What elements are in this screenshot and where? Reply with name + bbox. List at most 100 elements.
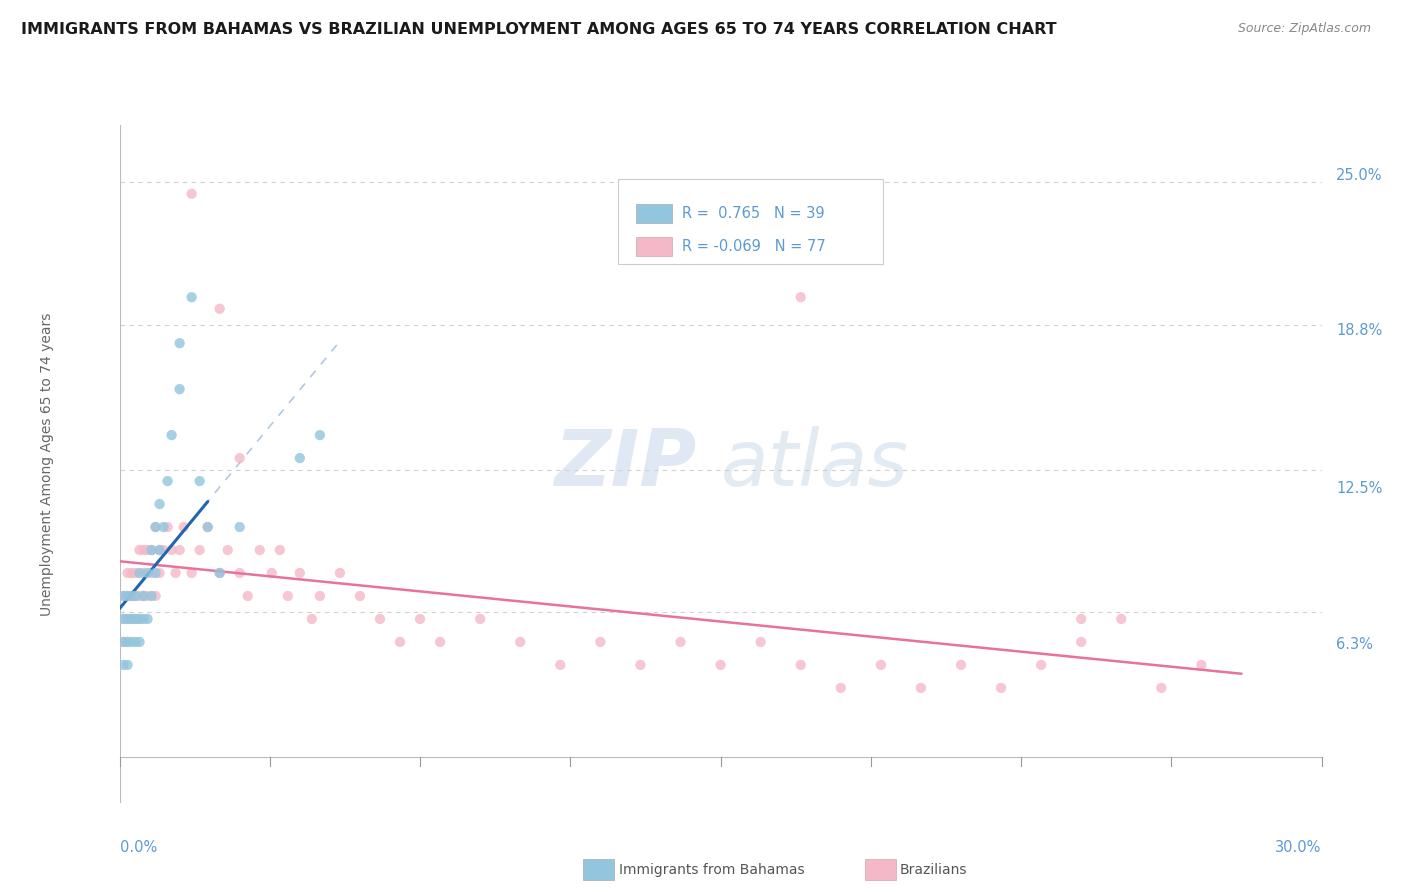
Point (950, 657, 973, 672)
Point (208, 566, 231, 580)
Text: 30.0%: 30.0% (1275, 840, 1322, 855)
FancyBboxPatch shape (619, 179, 883, 264)
Point (509, 635, 531, 649)
Point (141, 589, 163, 603)
Point (208, 566, 231, 580)
Point (128, 635, 150, 649)
Point (121, 635, 143, 649)
Point (124, 566, 146, 580)
Point (141, 543, 163, 558)
Point (180, 186, 202, 201)
Point (117, 589, 139, 603)
Point (169, 336, 191, 351)
Point (197, 520, 219, 534)
Point (124, 612, 146, 626)
Point (790, 290, 813, 304)
Point (180, 566, 202, 580)
Point (124, 589, 146, 603)
Point (197, 520, 219, 534)
Text: 6.3%: 6.3% (1336, 637, 1372, 652)
Text: 0.0%: 0.0% (120, 840, 156, 855)
Point (124, 612, 146, 626)
Point (830, 681, 852, 695)
Text: IMMIGRANTS FROM BAHAMAS VS BRAZILIAN UNEMPLOYMENT AMONG AGES 65 TO 74 YEARS CORR: IMMIGRANTS FROM BAHAMAS VS BRAZILIAN UNE… (21, 22, 1057, 37)
Point (228, 566, 252, 580)
Point (550, 657, 572, 672)
Point (128, 543, 150, 558)
Point (169, 543, 191, 558)
Point (145, 520, 167, 534)
Point (128, 589, 150, 603)
Text: 25.0%: 25.0% (1336, 168, 1382, 183)
Point (117, 657, 139, 672)
Point (409, 612, 432, 626)
FancyBboxPatch shape (637, 237, 672, 256)
Point (121, 612, 143, 626)
Point (117, 566, 139, 580)
Point (669, 635, 692, 649)
Point (269, 543, 291, 558)
Point (228, 451, 252, 466)
Point (112, 589, 135, 603)
Point (869, 657, 893, 672)
Point (145, 589, 167, 603)
Point (1111, 612, 1133, 626)
Point (112, 635, 135, 649)
Point (121, 589, 143, 603)
Point (117, 635, 139, 649)
Point (468, 612, 492, 626)
Point (208, 301, 231, 316)
Point (112, 635, 135, 649)
Point (388, 635, 412, 649)
Point (121, 612, 143, 626)
Text: Immigrants from Bahamas: Immigrants from Bahamas (619, 863, 804, 877)
Text: 18.8%: 18.8% (1336, 323, 1382, 338)
Point (117, 635, 139, 649)
Point (112, 612, 135, 626)
Point (149, 497, 172, 511)
Point (990, 681, 1012, 695)
Point (301, 612, 323, 626)
Point (132, 612, 155, 626)
Point (156, 520, 179, 534)
Point (169, 382, 191, 396)
Point (112, 612, 135, 626)
Text: atlas: atlas (720, 425, 908, 502)
Point (288, 451, 311, 466)
Point (1029, 657, 1052, 672)
Point (149, 566, 172, 580)
Point (236, 589, 259, 603)
Point (160, 428, 183, 442)
Text: R = -0.069   N = 77: R = -0.069 N = 77 (682, 239, 825, 254)
Point (180, 290, 202, 304)
Point (160, 543, 183, 558)
Point (136, 543, 159, 558)
Point (117, 612, 139, 626)
Point (1070, 612, 1092, 626)
Point (117, 612, 139, 626)
Point (1191, 657, 1213, 672)
Text: R =  0.765   N = 39: R = 0.765 N = 39 (682, 206, 825, 221)
Text: Unemployment Among Ages 65 to 74 years: Unemployment Among Ages 65 to 74 years (41, 312, 55, 615)
Text: Source: ZipAtlas.com: Source: ZipAtlas.com (1237, 22, 1371, 36)
Point (188, 474, 211, 488)
Point (152, 520, 174, 534)
Point (630, 657, 652, 672)
Point (136, 612, 159, 626)
Point (329, 566, 352, 580)
Point (132, 589, 155, 603)
Point (128, 612, 150, 626)
Point (277, 589, 299, 603)
Point (1150, 681, 1173, 695)
Point (165, 566, 187, 580)
Point (145, 566, 167, 580)
Point (249, 543, 271, 558)
Point (145, 520, 167, 534)
Point (368, 612, 391, 626)
Point (112, 657, 135, 672)
Point (132, 543, 155, 558)
Point (228, 520, 252, 534)
Point (149, 543, 172, 558)
Point (152, 543, 174, 558)
Point (141, 543, 163, 558)
